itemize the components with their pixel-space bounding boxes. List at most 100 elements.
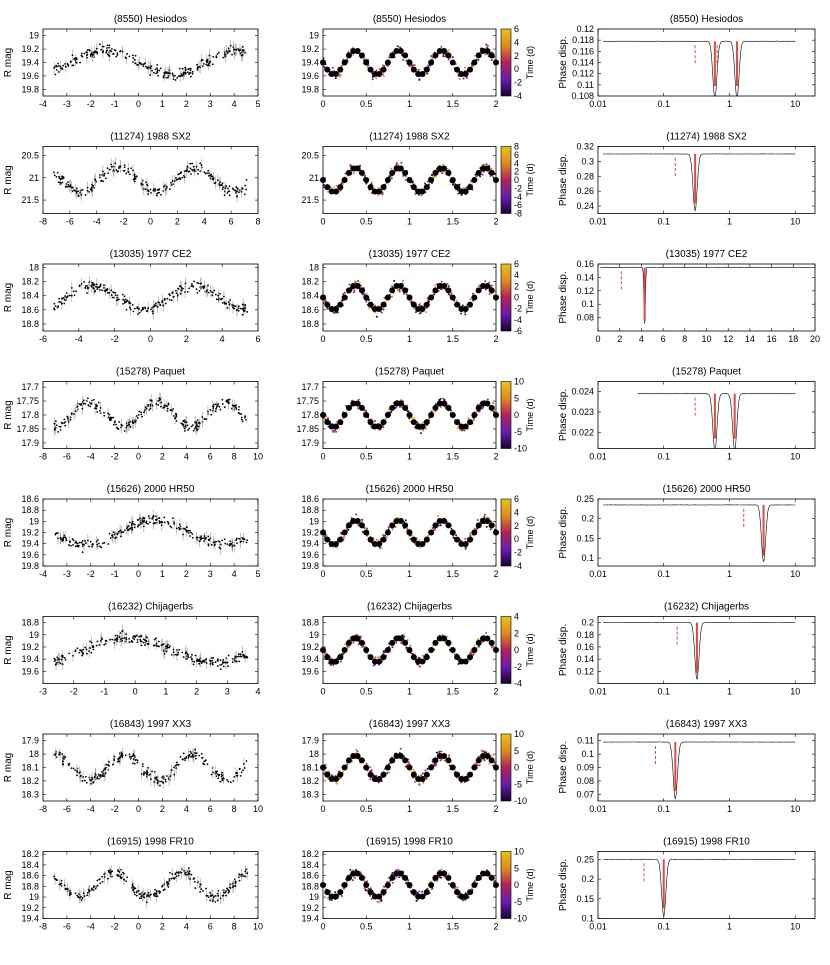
data-point (67, 185, 69, 188)
data-point (469, 298, 472, 301)
data-point (140, 634, 143, 637)
data-point (242, 308, 245, 311)
y-tick-label: 0.14 (576, 654, 594, 664)
plot-data (603, 40, 796, 97)
data-point (413, 64, 416, 67)
colorbar-label: Time (d) (525, 398, 535, 431)
colorbar-tick-label: 2 (514, 521, 519, 531)
data-point (221, 403, 224, 405)
data-point (81, 540, 84, 542)
data-point (101, 289, 103, 292)
data-point (125, 300, 127, 303)
y-tick-label: 21 (309, 173, 319, 183)
data-point (181, 67, 184, 70)
data-point (203, 535, 206, 537)
x-tick-label: 0.01 (589, 452, 607, 462)
y-tick-label: 18.8 (301, 319, 319, 329)
data-point (221, 188, 224, 190)
data-point (126, 424, 129, 427)
y-tick-label: 0.024 (571, 387, 594, 397)
binned-point (410, 536, 417, 543)
binned-point (428, 529, 435, 536)
data-point (228, 49, 231, 52)
data-point (95, 644, 98, 647)
data-point (119, 529, 122, 532)
x-tick-label: 0 (136, 99, 141, 109)
data-point (211, 659, 214, 662)
data-point (166, 646, 169, 649)
data-point (142, 65, 145, 68)
binned-point (445, 639, 452, 646)
colorbar-tick-label: 0 (514, 645, 519, 655)
y-tick-label: 0.12 (576, 24, 594, 34)
data-point (456, 427, 459, 430)
binned-point (449, 412, 456, 418)
data-point (172, 408, 175, 410)
data-point (490, 167, 493, 170)
data-point (182, 73, 185, 76)
data-point (138, 410, 141, 413)
data-point (97, 542, 100, 545)
data-point (177, 526, 180, 529)
data-point (172, 75, 175, 78)
data-point (173, 522, 176, 525)
data-point (195, 421, 198, 424)
data-point (246, 311, 249, 313)
data-point (171, 73, 174, 76)
data-point (326, 190, 329, 193)
data-point (216, 659, 219, 662)
y-tick-label: 0.2 (581, 514, 594, 524)
data-point (167, 75, 170, 77)
data-point (72, 543, 74, 546)
data-point (472, 65, 475, 68)
data-point (92, 644, 94, 647)
data-point (99, 43, 101, 46)
binned-point (358, 52, 365, 59)
x-tick-label: 2 (160, 452, 165, 462)
data-point (128, 55, 131, 58)
data-point (159, 405, 162, 408)
data-point (184, 282, 187, 285)
data-point (112, 416, 115, 419)
data-point (394, 406, 397, 409)
x-tick-label: 2 (184, 334, 189, 344)
data-point (183, 429, 186, 432)
x-tick-label: -8 (39, 452, 47, 462)
data-point (385, 417, 388, 420)
binned-point (389, 52, 396, 59)
data-point (138, 311, 141, 314)
data-point (83, 52, 86, 55)
data-point (205, 290, 208, 293)
data-point (183, 425, 185, 428)
y-tick-label: 19.4 (301, 654, 319, 664)
data-point (57, 181, 60, 184)
x-tick-label: -3 (63, 569, 71, 579)
x-tick-label: 2 (175, 217, 180, 227)
plot-data (53, 747, 248, 789)
data-point (193, 280, 195, 283)
data-point (217, 51, 220, 54)
data-point (58, 297, 61, 300)
data-point (54, 73, 57, 76)
data-point (170, 408, 173, 411)
data-point (209, 289, 212, 292)
data-point (234, 189, 236, 192)
data-point (240, 418, 243, 421)
data-point (197, 282, 200, 285)
x-tick-label: 0.5 (360, 687, 373, 697)
data-point (207, 538, 210, 541)
y-tick-label: 0.12 (576, 666, 594, 676)
colorbar-tick-label: -6 (514, 200, 522, 210)
data-point (136, 638, 139, 641)
data-point (135, 175, 138, 178)
data-point (158, 522, 161, 524)
binned-point (488, 287, 495, 294)
binned-point (328, 70, 335, 77)
data-point (235, 190, 238, 193)
data-point (81, 188, 84, 191)
data-point (211, 294, 214, 297)
panel-title: (15626) 2000 HR50 (107, 484, 195, 495)
data-point (391, 646, 394, 649)
colorbar-tick-label: 2 (514, 281, 519, 291)
